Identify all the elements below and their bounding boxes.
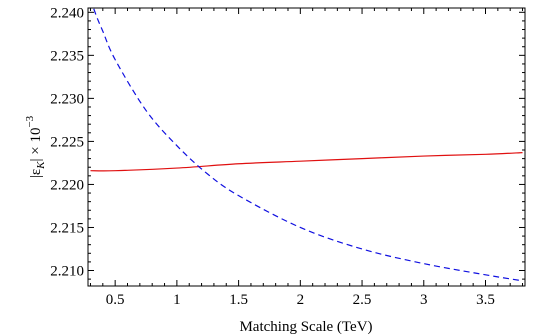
x-tick-label: 2.5	[353, 292, 372, 308]
y-tick-label: 2.215	[50, 220, 84, 236]
x-tick-label: 3	[420, 292, 428, 308]
series-lines	[90, 8, 523, 282]
series-line-dashed-blue	[92, 8, 523, 282]
y-tick-label: 2.210	[50, 264, 84, 280]
x-tick-label: 1	[173, 292, 181, 308]
x-tick-label: 0.5	[106, 292, 125, 308]
x-axis-label: Matching Scale (TeV)	[239, 319, 372, 335]
series-line-solid-red	[90, 151, 523, 172]
tick-marks	[88, 8, 525, 286]
x-tick-label: 3.5	[476, 292, 495, 308]
y-tick-label: 2.220	[50, 177, 84, 193]
plot-frame	[87, 7, 526, 287]
y-axis-label: |εK| × 10−3	[24, 115, 47, 178]
y-tick-label: 2.225	[50, 134, 84, 150]
tick-labels: 0.5 1 1.5 2 2.5 3 3.5 2.210 2.215 2.220 2.225 2.230…	[50, 5, 495, 308]
x-tick-label: 2	[297, 292, 305, 308]
y-tick-label: 2.240	[50, 5, 84, 21]
y-tick-label: 2.230	[50, 91, 84, 107]
y-tick-label: 2.235	[50, 48, 84, 64]
x-tick-label: 1.5	[229, 292, 248, 308]
